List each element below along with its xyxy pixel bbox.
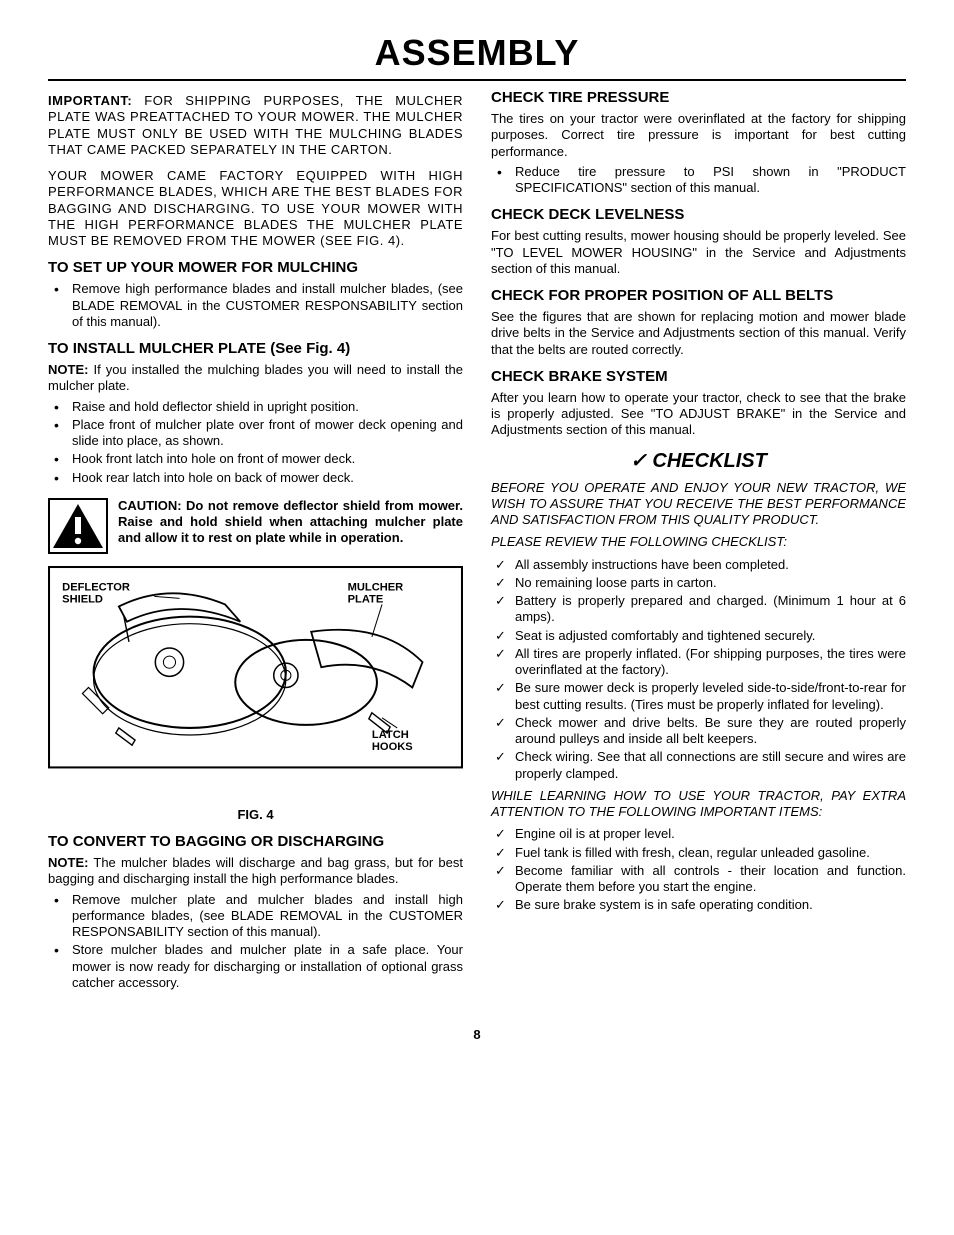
- right-column: CHECK TIRE PRESSURE The tires on your tr…: [491, 89, 906, 995]
- mower-deck-diagram: DEFLECTOR SHIELD MULCHER PLATE LATCH HOO…: [48, 566, 463, 799]
- check-item: Check mower and drive belts. Be sure the…: [491, 715, 906, 748]
- install-list: Raise and hold deflector shield in uprig…: [48, 399, 463, 486]
- figure-4: DEFLECTOR SHIELD MULCHER PLATE LATCH HOO…: [48, 566, 463, 823]
- list-item: Hook rear latch into hole on back of mow…: [48, 470, 463, 486]
- label-mulcher-plate: MULCHER PLATE: [348, 581, 407, 605]
- figure-caption: FIG. 4: [48, 807, 463, 823]
- page-number: 8: [48, 1027, 906, 1043]
- left-column: IMPORTANT: FOR SHIPPING PURPOSES, THE MU…: [48, 89, 463, 995]
- check-item: Be sure brake system is in safe operatin…: [491, 897, 906, 913]
- heading-checklist: ✓ CHECKLIST: [491, 449, 906, 474]
- check-item: Fuel tank is filled with fresh, clean, r…: [491, 845, 906, 861]
- heading-setup-mulching: TO SET UP YOUR MOWER FOR MULCHING: [48, 259, 463, 277]
- label-deflector-shield: DEFLECTOR SHIELD: [62, 581, 133, 605]
- label-latch-hooks: LATCH HOOKS: [372, 729, 413, 753]
- deck-paragraph: For best cutting results, mower housing …: [491, 228, 906, 277]
- checklist-while-learning: WHILE LEARNING HOW TO USE YOUR TRACTOR, …: [491, 788, 906, 821]
- list-item: Remove high performance blades and insta…: [48, 281, 463, 330]
- heading-brake: CHECK BRAKE SYSTEM: [491, 368, 906, 386]
- checklist-intro: BEFORE YOU OPERATE AND ENJOY YOUR NEW TR…: [491, 480, 906, 529]
- tire-list: Reduce tire pressure to PSI shown in "PR…: [491, 164, 906, 197]
- important-block-2: YOUR MOWER CAME FACTORY EQUIPPED WITH HI…: [48, 168, 463, 249]
- title-rule: [48, 79, 906, 81]
- check-item: Be sure mower deck is properly leveled s…: [491, 680, 906, 713]
- tire-paragraph: The tires on your tractor were overinfla…: [491, 111, 906, 160]
- warning-triangle-icon: [48, 498, 108, 554]
- heading-belts: CHECK FOR PROPER POSITION OF ALL BELTS: [491, 287, 906, 305]
- check-item: No remaining loose parts in carton.: [491, 575, 906, 591]
- convert-list: Remove mulcher plate and mulcher blades …: [48, 892, 463, 992]
- heading-deck-levelness: CHECK DECK LEVELNESS: [491, 206, 906, 224]
- two-column-layout: IMPORTANT: FOR SHIPPING PURPOSES, THE MU…: [48, 89, 906, 995]
- list-item: Place front of mulcher plate over front …: [48, 417, 463, 450]
- checklist-review-line: PLEASE REVIEW THE FOLLOWING CHECKLIST:: [491, 534, 906, 550]
- check-item: Engine oil is at proper level.: [491, 826, 906, 842]
- list-item: Remove mulcher plate and mulcher blades …: [48, 892, 463, 941]
- check-item: All assembly instructions have been comp…: [491, 557, 906, 573]
- checklist-2: Engine oil is at proper level. Fuel tank…: [491, 826, 906, 913]
- setup-list: Remove high performance blades and insta…: [48, 281, 463, 330]
- note-label: NOTE:: [48, 855, 88, 870]
- convert-note: NOTE: The mulcher blades will discharge …: [48, 855, 463, 888]
- important-block-1: IMPORTANT: FOR SHIPPING PURPOSES, THE MU…: [48, 93, 463, 158]
- check-item: Battery is properly prepared and charged…: [491, 593, 906, 626]
- caution-block: CAUTION: Do not remove deflector shield …: [48, 498, 463, 554]
- list-item: Hook front latch into hole on front of m…: [48, 451, 463, 467]
- belts-paragraph: See the figures that are shown for repla…: [491, 309, 906, 358]
- checklist-1: All assembly instructions have been comp…: [491, 557, 906, 782]
- list-item: Store mulcher blades and mulcher plate i…: [48, 942, 463, 991]
- check-item: Become familiar with all controls - thei…: [491, 863, 906, 896]
- caution-text: CAUTION: Do not remove deflector shield …: [118, 498, 463, 547]
- convert-note-text: The mulcher blades will discharge and ba…: [48, 855, 463, 886]
- list-item: Raise and hold deflector shield in uprig…: [48, 399, 463, 415]
- check-item: All tires are properly inflated. (For sh…: [491, 646, 906, 679]
- heading-tire-pressure: CHECK TIRE PRESSURE: [491, 89, 906, 107]
- install-note: NOTE: If you installed the mulching blad…: [48, 362, 463, 395]
- install-note-text: If you installed the mulching blades you…: [48, 362, 463, 393]
- heading-install-mulcher: TO INSTALL MULCHER PLATE (See Fig. 4): [48, 340, 463, 358]
- note-label: NOTE:: [48, 362, 88, 377]
- check-item: Seat is adjusted comfortably and tighten…: [491, 628, 906, 644]
- important-label: IMPORTANT:: [48, 93, 132, 108]
- heading-convert: TO CONVERT TO BAGGING OR DISCHARGING: [48, 833, 463, 851]
- brake-paragraph: After you learn how to operate your trac…: [491, 390, 906, 439]
- page-title: ASSEMBLY: [48, 30, 906, 77]
- check-item: Check wiring. See that all connections a…: [491, 749, 906, 782]
- list-item: Reduce tire pressure to PSI shown in "PR…: [491, 164, 906, 197]
